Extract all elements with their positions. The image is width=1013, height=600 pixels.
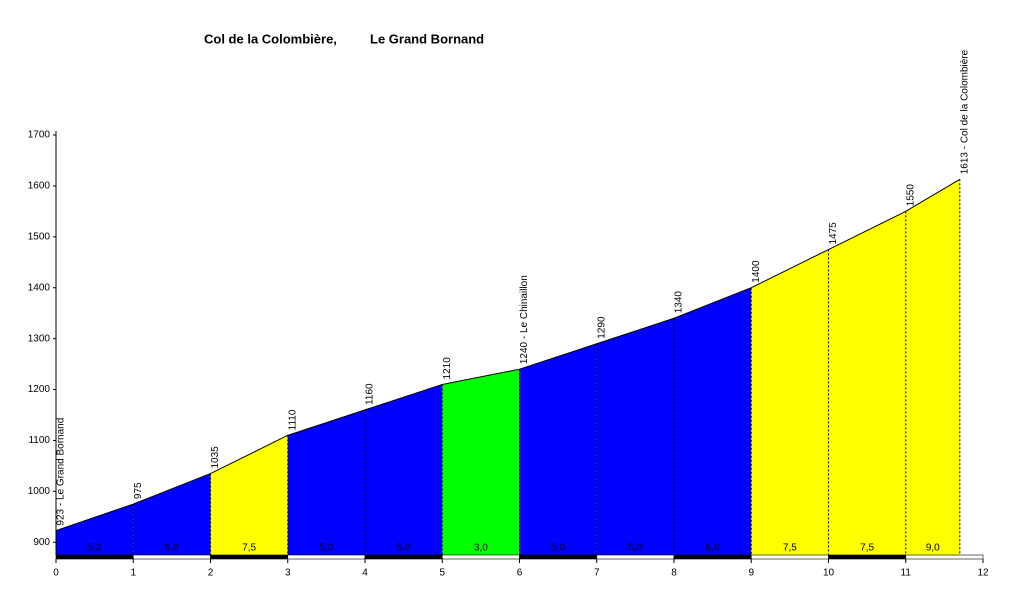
gradient-label: 6,0	[706, 543, 720, 554]
profile-segment	[210, 435, 288, 555]
point-label: 1035	[210, 446, 221, 469]
point-label: 1210	[442, 357, 453, 380]
gradient-label: 5,0	[628, 543, 642, 554]
gradient-label: 6,0	[165, 543, 179, 554]
x-tick-label: 11	[901, 568, 912, 579]
distance-bar	[287, 554, 366, 560]
point-label: 975	[133, 482, 144, 499]
profile-segment	[56, 504, 134, 555]
distance-bar	[596, 554, 675, 560]
profile-segment	[287, 409, 365, 555]
distance-bar	[210, 554, 289, 560]
profile-segment	[905, 179, 960, 556]
point-label: 1340	[674, 291, 685, 314]
profile-segment	[365, 384, 443, 555]
x-tick-label: 12	[977, 568, 989, 579]
gradient-label: 5,0	[397, 543, 411, 554]
x-tick-label: 3	[285, 568, 291, 579]
gradient-label: 7,5	[242, 543, 256, 554]
point-label: 1400	[751, 260, 762, 283]
x-tick-label: 1	[130, 568, 136, 579]
x-tick-label: 8	[671, 568, 677, 579]
distance-bar	[519, 554, 598, 560]
x-tick-label: 5	[439, 568, 445, 579]
y-tick-label: 1400	[28, 282, 51, 293]
gradient-label: 5,0	[319, 543, 333, 554]
y-tick-label: 1300	[28, 333, 51, 344]
y-tick-label: 1200	[28, 384, 51, 395]
gradient-label: 5,2	[88, 543, 102, 554]
x-tick-label: 9	[748, 568, 754, 579]
distance-bar	[750, 554, 829, 560]
point-label: 923 - Le Grand Bornand	[56, 418, 67, 526]
profile-segment	[442, 369, 520, 555]
y-tick-label: 900	[33, 537, 50, 548]
y-tick-label: 1000	[28, 486, 51, 497]
x-tick-label: 10	[823, 568, 835, 579]
distance-bar	[132, 554, 211, 560]
y-tick-label: 1500	[28, 231, 51, 242]
profile-segment	[133, 473, 211, 555]
point-label: 1550	[905, 184, 916, 207]
distance-bar	[55, 554, 134, 560]
gradient-label: 9,0	[926, 543, 940, 554]
distance-bar	[673, 554, 752, 560]
distance-bar	[364, 554, 443, 560]
point-label: 1110	[287, 409, 298, 430]
distance-bar	[905, 554, 984, 560]
point-label: 1240 - Le Chinaillon	[519, 275, 530, 364]
profile-segment	[828, 211, 906, 555]
distance-bar	[828, 554, 907, 560]
gradient-label: 7,5	[860, 543, 874, 554]
x-tick-label: 0	[53, 568, 59, 579]
profile-segment	[519, 343, 597, 555]
gradient-label: 7,5	[783, 543, 797, 554]
distance-bar	[441, 554, 520, 560]
x-tick-label: 6	[517, 568, 523, 579]
profile-segment	[596, 318, 674, 555]
point-label: 1290	[596, 316, 607, 339]
x-tick-label: 2	[208, 568, 214, 579]
point-label: 1613 - Col de la Colombière	[959, 49, 970, 174]
profile-segment	[751, 249, 829, 555]
y-tick-label: 1700	[28, 130, 51, 141]
gradient-label: 5,0	[551, 543, 565, 554]
x-tick-label: 4	[362, 568, 368, 579]
chart-subtitle: Le Grand Bornand	[370, 31, 484, 46]
point-label: 1160	[365, 383, 376, 405]
gradient-label: 3,0	[474, 543, 488, 554]
chart-title: Col de la Colombière,	[204, 31, 337, 46]
profile-segment	[674, 287, 752, 555]
x-tick-label: 7	[594, 568, 600, 579]
point-label: 1475	[828, 222, 839, 245]
y-tick-label: 1100	[28, 435, 50, 446]
y-tick-label: 1600	[28, 181, 51, 192]
